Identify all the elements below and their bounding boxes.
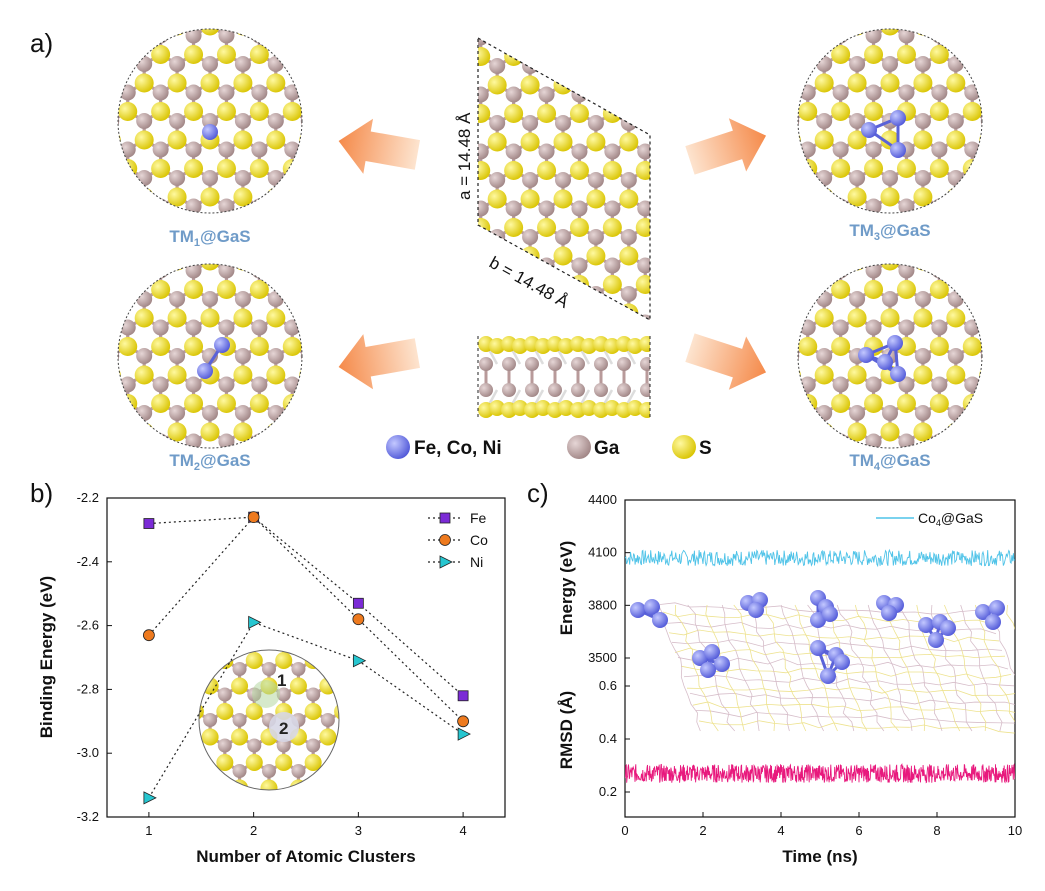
panel-a-label: a): [30, 28, 53, 58]
plot-b-frame: [106, 497, 506, 818]
b-y-axis-title: Binding Energy (eV): [37, 576, 56, 738]
label-tm1-gas: TM1@GaS: [169, 227, 250, 249]
b-y-tick-label: -2.8: [77, 681, 99, 696]
md-cluster: [630, 599, 668, 628]
series-ni-line: [148, 621, 464, 799]
c-x-tick-label: 8: [933, 823, 940, 838]
series-co-line: [148, 516, 464, 722]
panel-b-chart: 1 2 3 4-2.2-2.4-2.6-2.8-3.0-3.2 1 2 FeCoNi …: [37, 490, 506, 866]
md-cluster: [692, 644, 730, 678]
c-energy-tick-label: 3500: [588, 650, 617, 665]
arrow-to-tm4: [685, 333, 767, 390]
c-rmsd-axis-title: RMSD (Å): [557, 691, 576, 769]
point-co: [142, 629, 155, 642]
unit-cell-side-view: [477, 336, 651, 418]
arrow-to-tm3: [685, 118, 767, 175]
b-x-tick-label: 2: [250, 823, 257, 838]
tm2-cluster: [197, 337, 230, 379]
b-x-tick-label: 4: [459, 823, 466, 838]
energy-trace: [625, 548, 1015, 568]
md-cluster: [876, 595, 904, 621]
panel-a: TM1@GaS TM2@GaS TM3@GaS TM4@GaS a = 14.4…: [117, 28, 983, 473]
inset-adsorption-sites: 1 2: [198, 649, 340, 791]
site-2-label: 2: [279, 719, 288, 738]
c-rmsd-tick-label: 0.4: [599, 731, 617, 746]
b-y-tick-label: -2.4: [77, 554, 99, 569]
c-x-tick-label: 0: [621, 823, 628, 838]
point-fe: [457, 690, 469, 702]
legend-ni-marker: [439, 555, 453, 569]
c-rmsd-tick-label: 0.2: [599, 784, 617, 799]
site-1-label: 1: [277, 671, 286, 690]
structure-tm1: [117, 28, 303, 214]
legend-c: Co4@GaS: [876, 510, 983, 528]
rmsd-trace: [625, 763, 1015, 784]
legend-co4-label: Co4@GaS: [918, 510, 983, 528]
legend-co-marker: [439, 534, 451, 546]
c-x-tick-label: 10: [1008, 823, 1022, 838]
c-energy-tick-label: 3800: [588, 597, 617, 612]
point-ni: [457, 727, 471, 741]
legend-ga-atom: [567, 435, 591, 459]
panel-c-chart: 0 2 4 6 8 10 3500 3800 4100 4400 0.2 0.4 0.6 Co4@GaS…: [557, 492, 1022, 866]
point-co: [457, 715, 470, 728]
label-tm4-gas: TM4@GaS: [849, 451, 930, 473]
b-x-tick-label: 3: [355, 823, 362, 838]
md-cluster: [740, 592, 768, 618]
point-co: [352, 613, 365, 626]
md-cluster: [975, 600, 1005, 630]
c-x-tick-label: 6: [855, 823, 862, 838]
legend-fe-label: Fe: [470, 510, 487, 526]
c-x-tick-label: 2: [699, 823, 706, 838]
legend-b: Fe Co Ni: [428, 510, 488, 570]
b-y-tick-label: -2.2: [77, 490, 99, 505]
b-y-tick-label: -2.6: [77, 618, 99, 633]
c-energy-axis-title: Energy (eV): [557, 541, 576, 635]
legend-fe-marker: [439, 512, 451, 524]
legend-ni-label: Ni: [470, 554, 483, 570]
c-energy-tick-label: 4400: [588, 492, 617, 507]
c-rmsd-tick-label: 0.6: [599, 678, 617, 693]
tm4-cluster: [858, 335, 906, 382]
panel-b-label: b): [30, 478, 53, 508]
tm1-cluster: [202, 124, 218, 140]
b-x-tick-label: 1: [145, 823, 152, 838]
legend-s-atom: [672, 435, 696, 459]
b-y-tick-label: -3.2: [77, 809, 99, 824]
b-y-tick-label: -3.0: [77, 745, 99, 760]
label-tm3-gas: TM3@GaS: [849, 221, 930, 243]
c-energy-tick-label: 4100: [588, 545, 617, 560]
legend-s-label: S: [699, 438, 712, 459]
c-x-tick-label: 4: [777, 823, 784, 838]
b-x-axis-title: Number of Atomic Clusters: [196, 847, 415, 866]
point-ni: [248, 615, 262, 630]
legend-co-label: Co: [470, 532, 488, 548]
point-fe: [352, 597, 364, 609]
md-snapshot-inset: [630, 590, 1015, 734]
atom-legend: Fe, Co, Ni Ga S: [386, 435, 712, 459]
panel-c-label: c): [527, 478, 549, 508]
point-fe: [143, 518, 155, 529]
c-x-axis-title: Time (ns): [782, 847, 857, 866]
md-cluster: [810, 590, 838, 628]
md-cluster: [918, 614, 956, 648]
tm3-cluster: [861, 110, 906, 158]
lattice-a-label: a = 14.48 Å: [455, 112, 474, 200]
arrow-to-tm2: [338, 334, 420, 390]
legend-tm-atom: [386, 435, 410, 459]
point-co: [247, 511, 260, 524]
legend-ga-label: Ga: [594, 438, 620, 459]
unit-cell-top-view: [477, 36, 651, 322]
md-cluster: [810, 640, 850, 684]
arrow-to-tm1: [338, 118, 420, 174]
legend-tm-label: Fe, Co, Ni: [414, 438, 502, 459]
point-ni: [143, 791, 157, 805]
point-ni: [352, 654, 367, 668]
series-fe-line: [148, 516, 464, 697]
label-tm2-gas: TM2@GaS: [169, 451, 250, 473]
